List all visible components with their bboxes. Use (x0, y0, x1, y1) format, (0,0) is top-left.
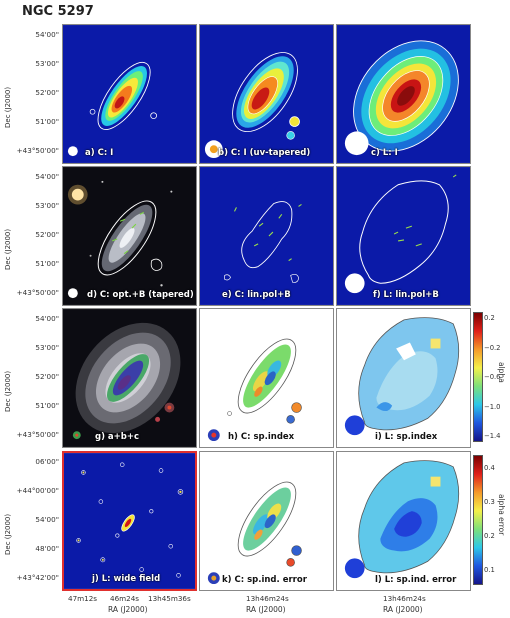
panel-e: e) C: lin.pol+B (199, 166, 334, 306)
y-axis-label-row2: Dec (J2000) (4, 228, 12, 270)
panel-h-label: h) C: sp.index (228, 432, 295, 442)
y-tick-row4-3: 48'00" (35, 544, 59, 553)
colorbar-alpha-tick-0: 0.2 (484, 314, 495, 322)
y-tick-row3-4: +43°50'00" (16, 430, 59, 439)
y-tick-row2-0: 54'00" (35, 172, 59, 181)
y-tick-row3-0: 54'00" (35, 314, 59, 323)
panel-l-label: l) L: sp.ind. error (375, 575, 457, 585)
y-axis-label-row1: Dec (J2000) (4, 86, 12, 128)
y-tick-row4-1: +44°00'00" (16, 486, 59, 495)
panel-f: f) L: lin.pol+B (336, 166, 471, 306)
x-tick-wide-2: 13h45m36s (148, 594, 191, 603)
y-axis-label-row4: Dec (J2000) (4, 513, 12, 555)
colorbar-alpha-error-tick-0: 0.4 (484, 464, 495, 472)
colorbar-alpha-tick-3: −1.0 (484, 402, 501, 411)
panel-c: c) L: I (336, 24, 471, 164)
panel-d-label: d) C: opt.+B (tapered) (87, 290, 194, 300)
x-tick-wide-0: 47m12s (68, 594, 98, 603)
panel-i-label: i) L: sp.index (375, 432, 438, 442)
panel-k-label: k) C: sp.ind. error (222, 575, 307, 585)
panel-f-label: f) L: lin.pol+B (373, 290, 439, 300)
panel-k: k) C: sp.ind. error (199, 451, 334, 591)
panel-d: d) C: opt.+B (tapered) (62, 166, 197, 306)
panel-j: j) L: wide field (62, 451, 197, 591)
y-tick-row2-3: 51'00" (35, 259, 59, 268)
colorbar-alpha-label: alpha (497, 362, 506, 383)
x-tick-center-k: 13h46m24s (246, 594, 289, 603)
x-axis-label-j: RA (J2000) (108, 605, 148, 614)
y-tick-row4-0: 06'00" (35, 457, 59, 466)
colorbar-alpha-error-tick-2: 0.2 (484, 532, 495, 540)
panel-c-label: c) L: I (371, 148, 398, 158)
y-tick-row3-2: 52'00" (35, 372, 59, 381)
colorbar-alpha-error-tick-1: 0.3 (484, 498, 495, 506)
x-axis-label-k: RA (J2000) (246, 605, 286, 614)
figure-title: NGC 5297 (22, 4, 94, 19)
x-tick-center-l: 13h46m24s (383, 594, 426, 603)
y-axis-label-row3: Dec (J2000) (4, 370, 12, 412)
panel-a-label: a) C: I (85, 148, 114, 158)
y-tick-row1-4: +43°50'00" (16, 146, 59, 155)
y-tick-row3-1: 53'00" (35, 343, 59, 352)
y-tick-row3-3: 51'00" (35, 401, 59, 410)
y-tick-row4-4: +43°42'00" (16, 573, 59, 582)
y-tick-row1-1: 53'00" (35, 59, 59, 68)
panel-e-label: e) C: lin.pol+B (222, 290, 291, 300)
panel-a: a) C: I (62, 24, 197, 164)
x-axis-label-l: RA (J2000) (383, 605, 423, 614)
colorbar-alpha-error-tick-3: 0.1 (484, 566, 495, 574)
panel-j-label: j) L: wide field (92, 574, 161, 584)
y-tick-row2-1: 53'00" (35, 201, 59, 210)
y-tick-row1-3: 51'00" (35, 117, 59, 126)
panel-i: i) L: sp.index (336, 308, 471, 448)
y-tick-row1-2: 52'00" (35, 88, 59, 97)
y-tick-row4-2: 54'00" (35, 515, 59, 524)
panel-b: b) C: I (uv-tapered) (199, 24, 334, 164)
colorbar-alpha-tick-1: −0.2 (484, 343, 501, 352)
panel-g: g) a+b+c (62, 308, 197, 448)
x-tick-wide-1: 46m24s (110, 594, 140, 603)
y-tick-row2-2: 52'00" (35, 230, 59, 239)
y-tick-row1-0: 54'00" (35, 30, 59, 39)
colorbar-alpha-error-label: alpha error (497, 494, 506, 536)
colorbar-alpha-tick-2: −0.6 (484, 373, 501, 381)
panel-b-label: b) C: I (uv-tapered) (218, 148, 311, 158)
panel-g-label: g) a+b+c (95, 432, 140, 442)
colorbar-alpha (473, 312, 483, 442)
colorbar-alpha-error (473, 455, 483, 585)
panel-h: h) C: sp.index (199, 308, 334, 448)
y-tick-row2-4: +43°50'00" (16, 288, 59, 297)
panel-l: l) L: sp.ind. error (336, 451, 471, 591)
colorbar-alpha-tick-4: −1.4 (484, 432, 501, 440)
